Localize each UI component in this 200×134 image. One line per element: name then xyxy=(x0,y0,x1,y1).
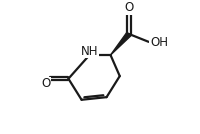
Text: NH: NH xyxy=(81,45,98,58)
Polygon shape xyxy=(111,32,131,55)
Text: O: O xyxy=(41,77,51,90)
Text: OH: OH xyxy=(150,36,168,49)
Text: O: O xyxy=(124,1,134,14)
